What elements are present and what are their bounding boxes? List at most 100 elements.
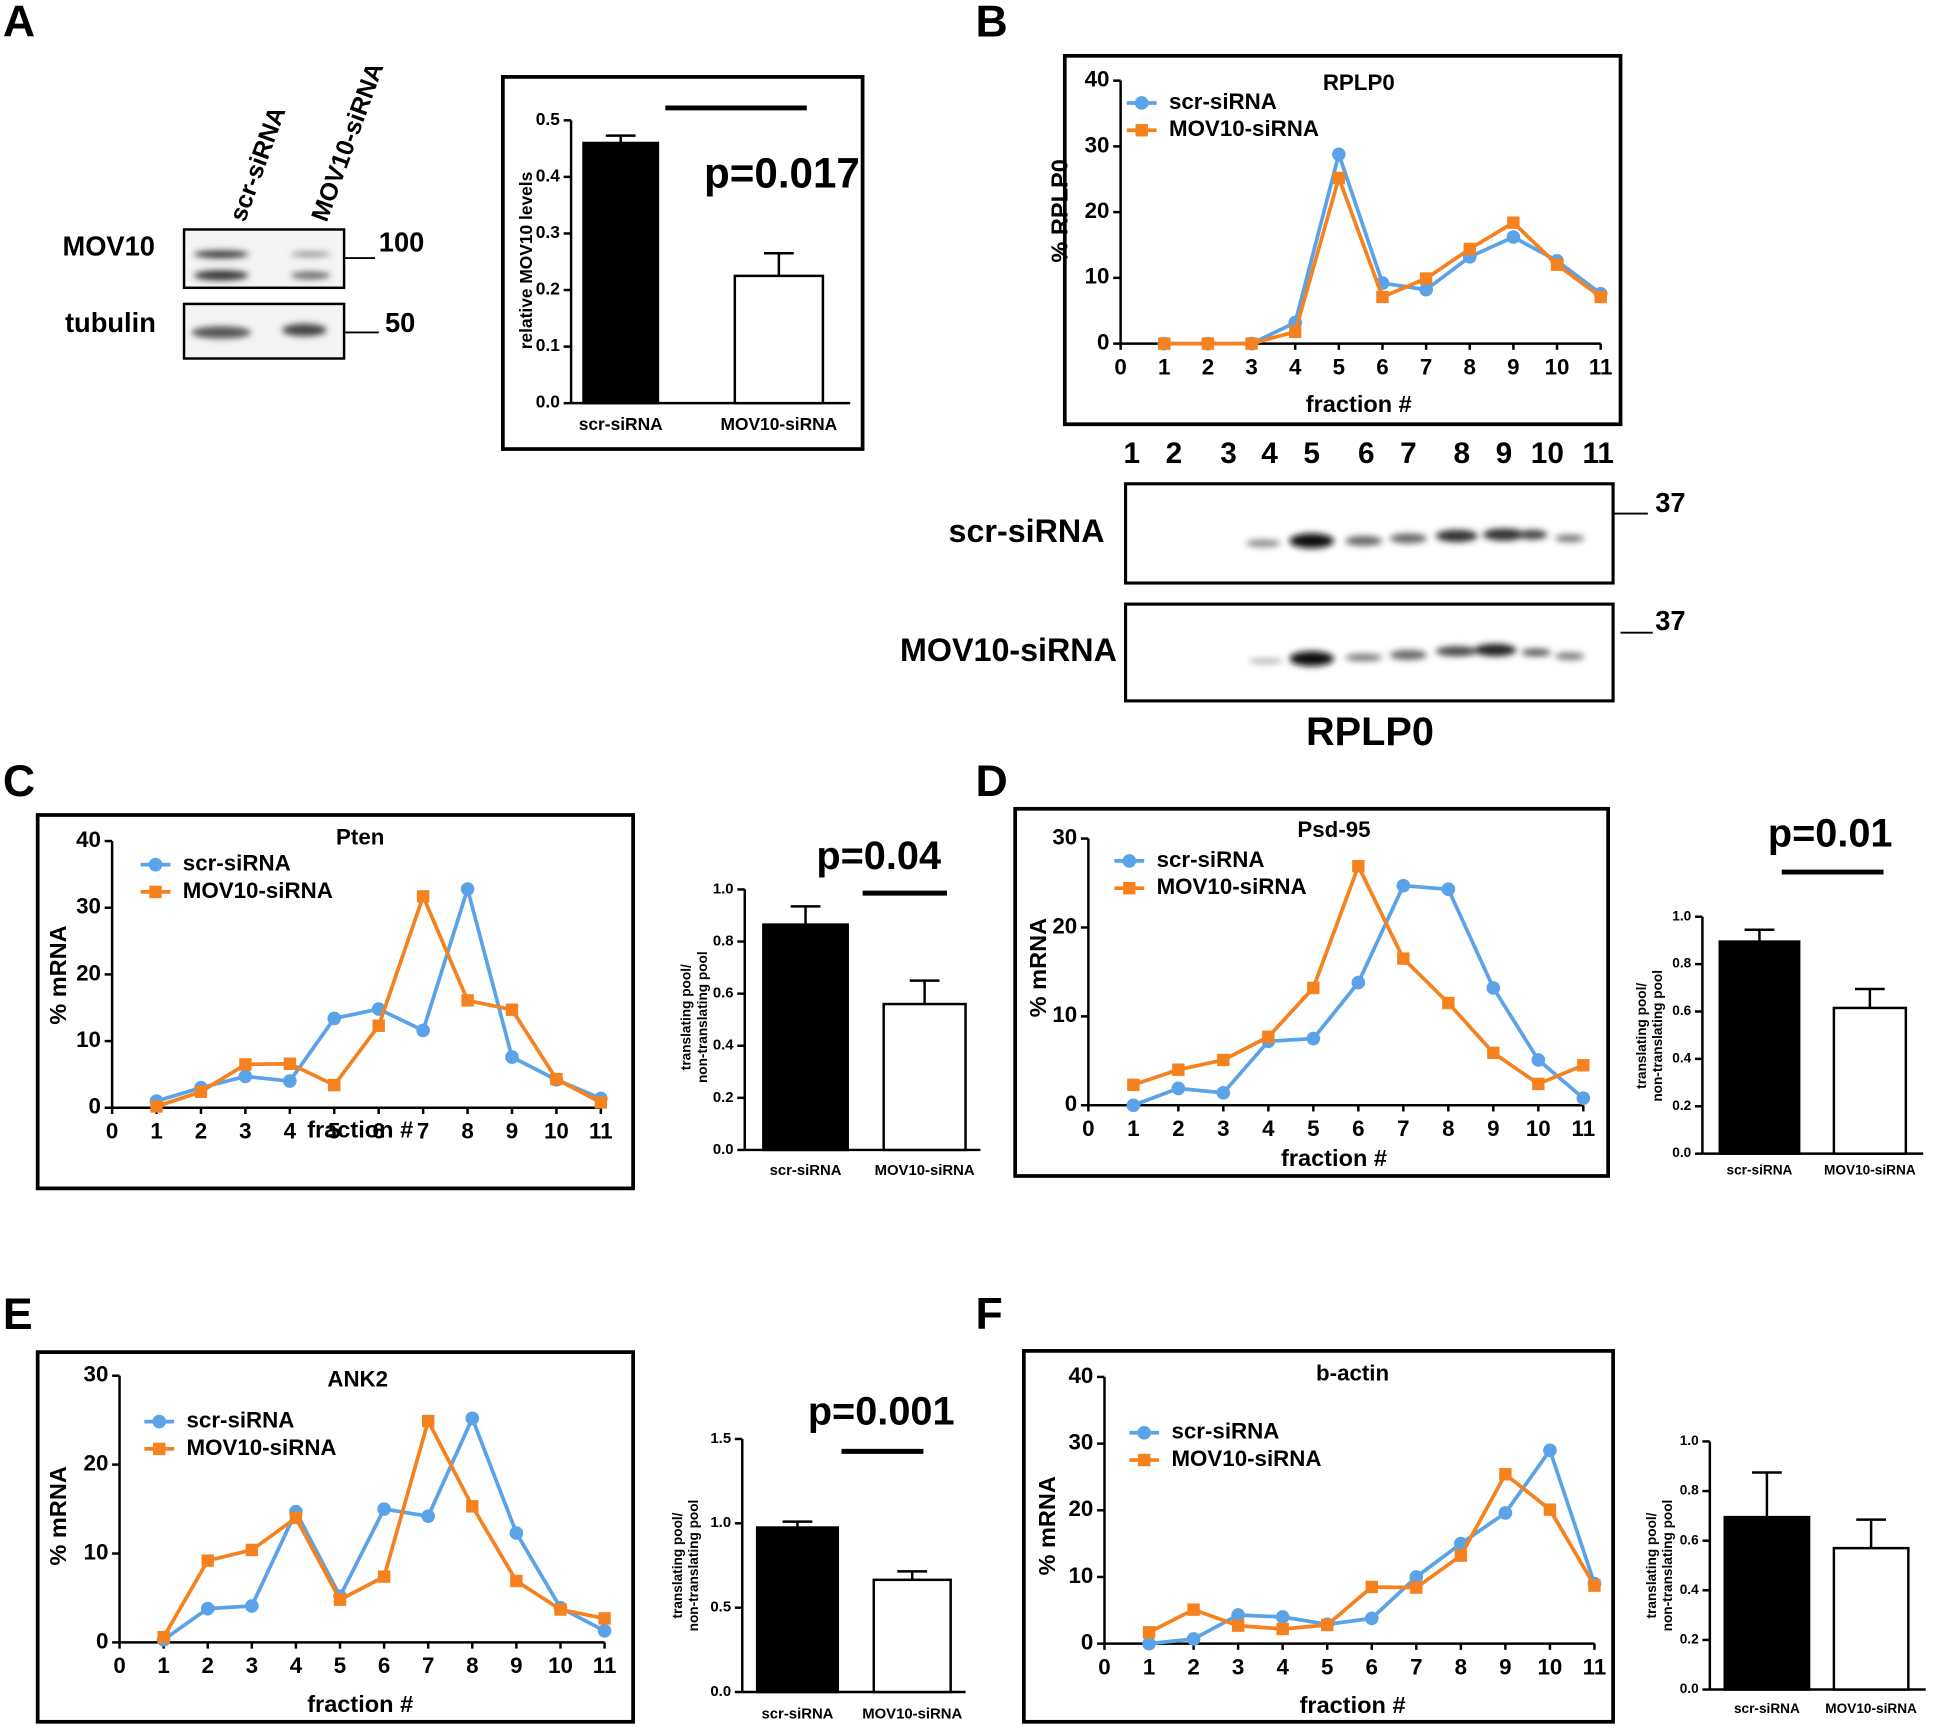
y-tick-label: 40 bbox=[1085, 67, 1110, 92]
y-tick-label: 0.2 bbox=[1680, 1632, 1699, 1647]
lane-label: MOV10-siRNA bbox=[307, 59, 389, 225]
x-tick-label: 5 bbox=[334, 1653, 346, 1678]
bar bbox=[755, 1526, 840, 1694]
x-tick-label: 10 bbox=[1545, 354, 1570, 379]
x-tick-label: 10 bbox=[544, 1118, 569, 1143]
y-tick-label: 0.2 bbox=[536, 279, 560, 299]
point bbox=[289, 1511, 303, 1525]
bar bbox=[1723, 1515, 1811, 1691]
point bbox=[1216, 1086, 1231, 1100]
point bbox=[1507, 216, 1520, 229]
y-tick-label: 0.0 bbox=[713, 1142, 734, 1158]
panel-frame bbox=[35, 813, 635, 1191]
bar bbox=[1718, 940, 1801, 1155]
point bbox=[1201, 337, 1215, 350]
legend-marker bbox=[1122, 854, 1137, 868]
point bbox=[1498, 1506, 1513, 1520]
x-tick-label: MOV10-siRNA bbox=[875, 1163, 975, 1179]
x-tick-label: 4 bbox=[284, 1118, 297, 1143]
x-tick-label: 7 bbox=[1410, 1654, 1422, 1679]
y-tick-label: 1.0 bbox=[710, 1515, 731, 1531]
y-tick-label: 20 bbox=[1068, 1496, 1093, 1521]
point bbox=[150, 1100, 163, 1113]
x-tick-label: MOV10-siRNA bbox=[862, 1706, 962, 1722]
y-tick-label: 10 bbox=[1052, 1002, 1077, 1027]
p-value: p=0.017 bbox=[704, 149, 860, 196]
x-tick-label: 4 bbox=[1289, 354, 1302, 379]
x-tick-label: 3 bbox=[1217, 1116, 1229, 1141]
point bbox=[416, 890, 430, 903]
point bbox=[505, 1050, 519, 1064]
panel-letter: C bbox=[3, 757, 35, 806]
x-tick-label: 9 bbox=[510, 1653, 522, 1678]
y-tick-label: 0.4 bbox=[1680, 1582, 1699, 1597]
x-tick-label: 6 bbox=[372, 1118, 384, 1143]
point bbox=[1486, 981, 1501, 995]
point bbox=[1352, 859, 1365, 873]
x-tick-label: 4 bbox=[290, 1653, 303, 1678]
y-tick-label: 30 bbox=[1068, 1430, 1093, 1455]
x-tick-label: MOV10-siRNA bbox=[1824, 1163, 1916, 1178]
x-tick-label: 5 bbox=[1307, 1116, 1319, 1141]
x-tick-label: 7 bbox=[1420, 354, 1432, 379]
panel-letter: A bbox=[3, 0, 35, 47]
y-tick-label: 20 bbox=[1052, 913, 1077, 938]
y-tick-label: 0.2 bbox=[713, 1090, 734, 1106]
bar bbox=[872, 1578, 952, 1694]
x-tick-label: 1 bbox=[150, 1118, 162, 1143]
x-tick-label: 2 bbox=[1202, 354, 1214, 379]
row-label: scr-siRNA bbox=[949, 513, 1105, 549]
panel-frame bbox=[500, 75, 865, 451]
x-tick-label: 11 bbox=[589, 1118, 613, 1143]
y-tick-label: 10 bbox=[84, 1539, 109, 1564]
x-tick-label: 0 bbox=[106, 1118, 118, 1143]
point bbox=[1351, 975, 1366, 990]
y-tick-label: 40 bbox=[1068, 1363, 1093, 1388]
legend-label: MOV10-siRNA bbox=[1157, 874, 1307, 899]
y-axis-label: translating pool/ bbox=[1634, 983, 1649, 1089]
y-tick-label: 0.0 bbox=[536, 392, 560, 412]
lane-numbers: 1 2 3 4 5 6 7 8 9 10 11 bbox=[1124, 437, 1614, 470]
point bbox=[1332, 171, 1346, 185]
row-label: MOV10-siRNA bbox=[900, 632, 1117, 668]
point bbox=[421, 1509, 436, 1523]
point bbox=[1364, 1611, 1379, 1626]
point bbox=[1396, 878, 1411, 893]
y-axis-label: translating pool/ bbox=[679, 964, 694, 1070]
y-axis-label: % mRNA bbox=[1034, 1476, 1060, 1575]
y-tick-label: 1.0 bbox=[713, 881, 734, 897]
series-line bbox=[1164, 147, 1602, 346]
y-axis-label: translating pool/ bbox=[1644, 1512, 1659, 1618]
y-tick-label: 0.4 bbox=[1672, 1050, 1691, 1065]
y-tick-label: 0 bbox=[89, 1094, 101, 1119]
point bbox=[1487, 1046, 1500, 1060]
y-axis-label: non-translating pool bbox=[1660, 1500, 1675, 1632]
point bbox=[466, 1500, 479, 1513]
x-tick-label: scr-siRNA bbox=[770, 1163, 842, 1179]
point bbox=[1306, 1031, 1321, 1046]
point bbox=[1594, 290, 1607, 304]
x-axis-label: fraction # bbox=[307, 1117, 413, 1143]
point bbox=[465, 1411, 480, 1426]
legend-label: scr-siRNA bbox=[1157, 847, 1265, 872]
y-tick-label: 0.6 bbox=[1672, 1003, 1691, 1018]
series-line bbox=[1132, 883, 1585, 1108]
point bbox=[372, 1019, 385, 1032]
y-axis-label: non-translating pool bbox=[686, 1500, 701, 1632]
y-tick-label: 0.0 bbox=[710, 1684, 731, 1700]
x-tick-label: MOV10-siRNA bbox=[721, 414, 838, 434]
point bbox=[1276, 1622, 1289, 1636]
x-tick-label: 10 bbox=[548, 1653, 573, 1678]
y-tick-label: 0.1 bbox=[536, 335, 560, 355]
lane-number: 11 bbox=[1582, 437, 1613, 470]
point bbox=[1142, 1636, 1156, 1651]
lane-number: 6 bbox=[1358, 437, 1375, 470]
legend-label: scr-siRNA bbox=[187, 1407, 295, 1432]
y-tick-label: 0.4 bbox=[713, 1038, 734, 1054]
x-axis-label: fraction # bbox=[307, 1691, 413, 1717]
x-tick-label: 1 bbox=[1158, 354, 1170, 379]
chart-title: RPLP0 bbox=[1323, 70, 1395, 95]
point bbox=[1158, 337, 1171, 350]
lane-number: 5 bbox=[1303, 437, 1320, 470]
point bbox=[1307, 981, 1320, 995]
